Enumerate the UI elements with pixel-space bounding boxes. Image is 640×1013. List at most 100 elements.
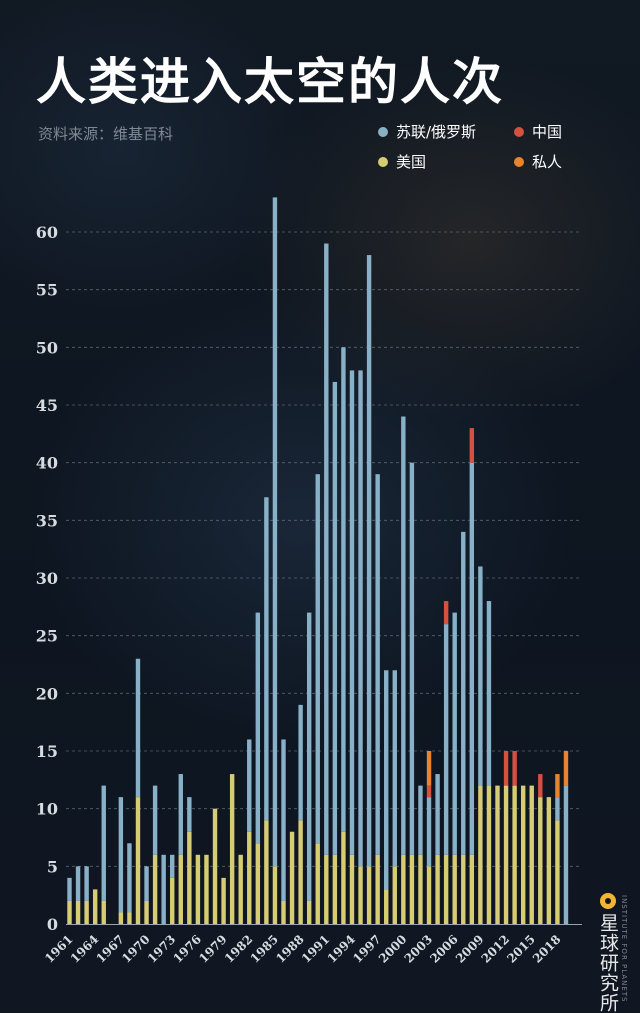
- y-tick-label-5: 5: [47, 857, 58, 876]
- bar-2005-usa: [443, 854, 449, 924]
- source-note: 资料来源：维基百科: [38, 125, 174, 143]
- x-tick-label-1967: 1967: [93, 932, 127, 966]
- y-tick-label-0: 0: [47, 915, 58, 934]
- bar-2001-ussr_russia: [409, 462, 415, 855]
- bar-1998-ussr_russia: [384, 670, 389, 890]
- bar-2018-private: [555, 774, 560, 798]
- legend-item-china: 中国: [514, 121, 562, 142]
- x-tick-label-2012: 2012: [479, 932, 513, 966]
- bar-2019-private: [563, 751, 569, 786]
- bar-2003-usa: [426, 866, 432, 924]
- bar-1988-usa: [298, 820, 303, 924]
- legend-item-ussr-russia: 苏联/俄罗斯: [378, 121, 476, 142]
- bar-2009-usa: [478, 785, 483, 924]
- bar-2000-ussr_russia: [401, 416, 406, 855]
- bar-2017-usa: [546, 797, 552, 924]
- legend-label-private: 私人: [532, 153, 563, 171]
- bar-1989-usa: [306, 900, 312, 924]
- bar-1998-usa: [384, 889, 389, 924]
- bar-1968-ussr_russia: [127, 843, 132, 913]
- x-tick-label-2000: 2000: [376, 932, 410, 966]
- legend-label-china: 中国: [532, 123, 563, 141]
- y-tick-label-45: 45: [36, 396, 58, 415]
- bar-1992-usa: [332, 854, 338, 924]
- bar-2003-ussr_russia: [426, 797, 432, 867]
- bar-1962-usa: [75, 900, 81, 924]
- bar-1973-ussr_russia: [170, 854, 175, 878]
- bar-1995-usa: [358, 866, 363, 924]
- x-tick-label-1997: 1997: [350, 932, 384, 966]
- x-tick-label-2009: 2009: [453, 932, 487, 966]
- bar-1989-ussr_russia: [306, 612, 312, 901]
- bar-1965-usa: [101, 900, 106, 924]
- x-tick-label-1964: 1964: [68, 932, 102, 966]
- bar-1985-usa: [272, 866, 278, 924]
- bar-1968-usa: [127, 912, 132, 924]
- legend-swatch-ussr-russia: [378, 126, 388, 137]
- bar-1978-usa: [212, 808, 218, 924]
- x-tick-label-1988: 1988: [273, 932, 307, 966]
- bar-1974-ussr_russia: [178, 774, 183, 855]
- brand-name: 星球研究所: [597, 913, 619, 1013]
- y-tick-label-40: 40: [36, 454, 58, 473]
- x-tick-label-1994: 1994: [325, 932, 359, 966]
- bar-2007-usa: [461, 854, 466, 924]
- bar-1999-usa: [392, 866, 397, 924]
- bar-2008-china: [469, 428, 475, 463]
- bar-1983-usa: [255, 843, 261, 924]
- bar-2004-ussr_russia: [435, 774, 440, 855]
- bar-1985-ussr_russia: [272, 197, 278, 867]
- bar-1993-usa: [341, 831, 346, 924]
- bar-1975-usa: [187, 831, 192, 924]
- bar-2012-usa: [503, 785, 509, 924]
- y-tick-label-20: 20: [36, 684, 58, 703]
- bar-2006-ussr_russia: [452, 612, 457, 855]
- x-tick-label-1961: 1961: [42, 932, 76, 966]
- x-tick-label-2006: 2006: [427, 932, 461, 966]
- bar-1964-usa: [92, 889, 98, 924]
- bar-2016-usa: [538, 797, 543, 924]
- legend-label-usa: 美国: [396, 153, 427, 171]
- bar-1986-ussr_russia: [281, 739, 286, 901]
- bar-1974-usa: [178, 854, 183, 924]
- bar-1970-usa: [144, 900, 149, 924]
- y-tick-label-50: 50: [36, 338, 58, 357]
- x-tick-label-1979: 1979: [196, 932, 230, 966]
- bar-1971-usa: [152, 854, 158, 924]
- bar-2003-private: [426, 751, 432, 786]
- y-tick-label-35: 35: [36, 511, 58, 530]
- bar-1994-ussr_russia: [349, 370, 355, 855]
- bar-1997-usa: [375, 854, 380, 924]
- bar-1970-ussr_russia: [144, 866, 149, 901]
- bar-1991-ussr_russia: [324, 243, 329, 855]
- legend-swatch-usa: [378, 156, 388, 167]
- bar-1969-ussr_russia: [135, 658, 141, 798]
- x-tick-label-1991: 1991: [299, 932, 333, 966]
- bar-2008-ussr_russia: [469, 462, 475, 855]
- bar-2002-ussr_russia: [418, 785, 423, 855]
- legend-swatch-china: [514, 126, 524, 137]
- bar-2005-china: [443, 601, 449, 625]
- bar-1984-usa: [264, 820, 269, 924]
- y-tick-label-15: 15: [36, 742, 58, 761]
- bar-1997-ussr_russia: [375, 474, 380, 855]
- bar-1986-usa: [281, 900, 286, 924]
- bar-1982-usa: [247, 831, 252, 924]
- y-tick-label-10: 10: [36, 800, 58, 819]
- bar-2013-china: [512, 751, 517, 786]
- bar-1984-ussr_russia: [264, 497, 269, 821]
- bar-2008-usa: [469, 854, 475, 924]
- x-tick-label-1970: 1970: [119, 932, 153, 966]
- planet-logo-icon: [600, 893, 616, 909]
- x-tick-label-1973: 1973: [145, 932, 179, 966]
- y-tick-label-25: 25: [36, 627, 58, 646]
- bar-1995-ussr_russia: [358, 370, 363, 867]
- bar-1994-usa: [349, 854, 355, 924]
- brand-logo: 星球研究所: [596, 893, 620, 1013]
- bar-2016-china: [538, 774, 543, 798]
- bar-1971-ussr_russia: [152, 785, 158, 855]
- bar-1996-ussr_russia: [366, 255, 372, 867]
- bar-2013-usa: [512, 785, 517, 924]
- bar-2002-usa: [418, 854, 423, 924]
